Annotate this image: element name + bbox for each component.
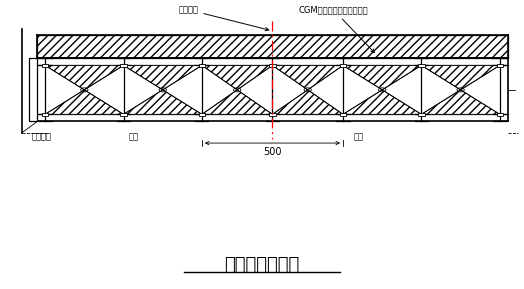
Text: 梁跨中线: 梁跨中线 <box>178 5 269 31</box>
Bar <box>121 113 127 116</box>
Bar <box>29 58 37 121</box>
Bar <box>340 64 346 67</box>
Text: CGM高强无收缩灌浆料灌实: CGM高强无收缩灌浆料灌实 <box>299 5 374 53</box>
Text: 500: 500 <box>263 147 282 158</box>
Text: 角钢: 角钢 <box>354 133 364 142</box>
Bar <box>37 35 508 58</box>
Polygon shape <box>45 90 124 114</box>
Polygon shape <box>202 90 272 114</box>
Bar <box>269 113 276 116</box>
Bar <box>42 113 48 116</box>
Polygon shape <box>272 65 343 90</box>
Polygon shape <box>202 65 272 90</box>
Bar <box>418 64 424 67</box>
Bar <box>121 64 127 67</box>
Polygon shape <box>45 65 124 90</box>
Bar <box>269 64 276 67</box>
Text: 对拉螺栓: 对拉螺栓 <box>32 133 52 142</box>
Text: 角钢: 角钢 <box>129 133 139 142</box>
Bar <box>340 113 346 116</box>
Polygon shape <box>124 65 202 90</box>
Polygon shape <box>421 65 500 90</box>
Bar <box>497 113 503 116</box>
Bar <box>199 64 205 67</box>
Polygon shape <box>343 65 421 90</box>
Text: 预制钢梁示意图: 预制钢梁示意图 <box>224 256 300 274</box>
Bar <box>199 113 205 116</box>
Polygon shape <box>421 90 500 114</box>
Bar <box>42 64 48 67</box>
Polygon shape <box>272 90 343 114</box>
Bar <box>418 113 424 116</box>
Polygon shape <box>124 90 202 114</box>
Bar <box>497 64 503 67</box>
Polygon shape <box>343 90 421 114</box>
